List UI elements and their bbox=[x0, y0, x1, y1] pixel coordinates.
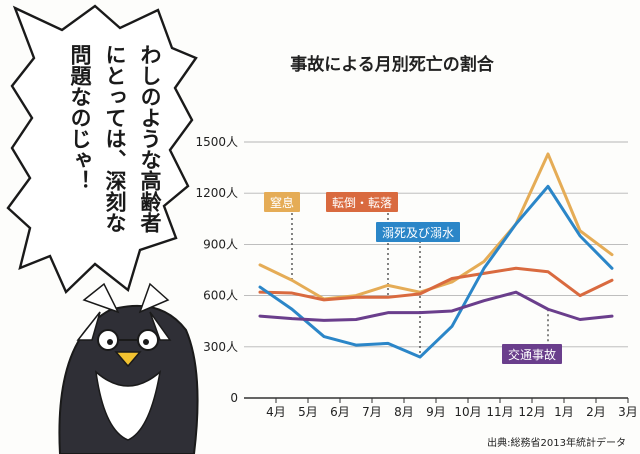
series-line bbox=[258, 184, 614, 359]
x-tick-label: 3月 bbox=[618, 405, 638, 419]
y-tick-label: 300人 bbox=[203, 340, 238, 354]
y-tick-label: 600人 bbox=[203, 289, 238, 303]
x-tick-label: 8月 bbox=[394, 405, 414, 419]
bubble-line-3: 問題なのじゃ！ bbox=[68, 44, 92, 191]
series-line bbox=[258, 266, 614, 302]
series-tag-label: 窒息 bbox=[270, 195, 294, 210]
x-tick-label: 4月 bbox=[266, 405, 286, 419]
series-tag-label: 溺死及び溺水 bbox=[382, 226, 454, 240]
series-tag bbox=[502, 344, 562, 364]
y-axis-ticks: 0 300人 600人 900人 1200人 1500人 bbox=[195, 135, 238, 405]
chart-gridlines bbox=[244, 141, 628, 399]
series-tag-label: 交通事故 bbox=[508, 347, 556, 362]
y-tick-label: 1200人 bbox=[195, 186, 238, 200]
series-tag bbox=[264, 192, 300, 212]
x-tick-label: 11月 bbox=[486, 405, 513, 419]
x-tick-label: 7月 bbox=[362, 405, 382, 419]
x-tick-label: 5月 bbox=[298, 405, 318, 419]
bubble-line-1: わしのような高齢者 bbox=[138, 44, 162, 234]
x-tick-label: 6月 bbox=[330, 405, 350, 419]
y-tick-label: 0 bbox=[230, 391, 238, 405]
penguin-elder-icon bbox=[58, 282, 199, 454]
speech-bubble: わしのような高齢者 にとっては、深刻な 問題なのじゃ！ bbox=[6, 4, 198, 295]
x-axis-ticks: 4月 5月 6月 7月 8月 9月 10月 11月 12月 1月 2月 3月 bbox=[266, 398, 638, 419]
x-tick-label: 12月 bbox=[518, 405, 545, 419]
series-lines bbox=[258, 152, 614, 359]
source-note: 出典:総務省2013年統計データ bbox=[487, 436, 626, 449]
series-tag bbox=[376, 222, 460, 242]
x-tick-label: 1月 bbox=[554, 405, 574, 419]
series-line bbox=[258, 290, 614, 322]
y-tick-label: 900人 bbox=[203, 237, 238, 251]
series-tag-label: 転倒・転落 bbox=[332, 196, 392, 210]
series-tag bbox=[326, 192, 398, 212]
x-tick-label: 10月 bbox=[454, 405, 481, 419]
y-tick-label: 1500人 bbox=[195, 135, 238, 149]
chart-title: 事故による月別死亡の割合 bbox=[290, 54, 494, 75]
bubble-line-2: にとっては、深刻な bbox=[103, 44, 127, 233]
x-tick-label: 2月 bbox=[586, 405, 606, 419]
x-tick-label: 9月 bbox=[426, 405, 446, 419]
